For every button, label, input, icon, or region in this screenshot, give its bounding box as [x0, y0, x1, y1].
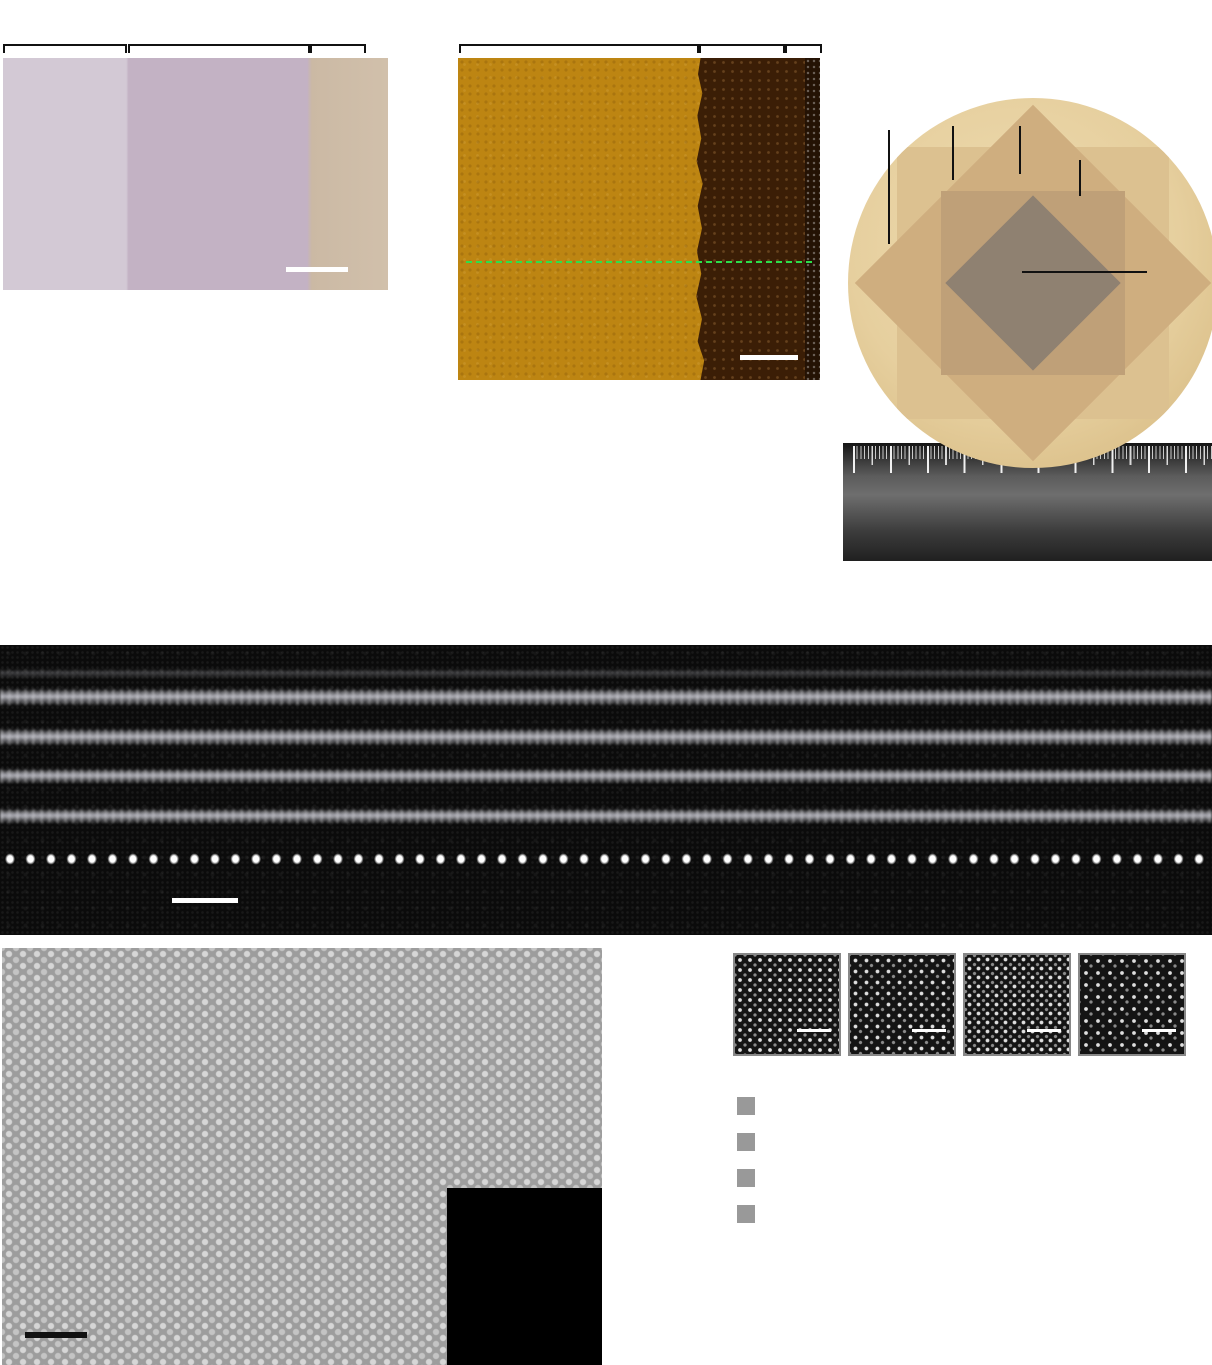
panel-b-scalebar [740, 355, 798, 360]
panel-a-scalebar [286, 267, 348, 272]
stem-layer-band [0, 669, 1212, 678]
afm-image [458, 58, 820, 380]
legend-item-ws2-nbse2 [737, 1205, 764, 1223]
afm-sapphire-strip [805, 58, 820, 380]
panel-a-bracket-2 [128, 44, 310, 53]
panel-b-bracket-2 [699, 44, 785, 53]
panel-d-scalebar [172, 898, 238, 903]
height-profile-plot [455, 385, 835, 635]
legend-item-mos2-mose2 [737, 1097, 764, 1115]
fft-inset [447, 1188, 602, 1365]
stem-layer-band [0, 809, 1212, 823]
stem-noise-texture [0, 645, 1212, 935]
twist-angle-bar-chart [615, 950, 1212, 1364]
leader-line-mose2 [1019, 126, 1021, 174]
panel-b-bracket-1 [459, 44, 699, 53]
eds-element-profiles [0, 645, 1212, 935]
stem-layer-band [0, 769, 1212, 783]
panel-e-scalebar [25, 1332, 87, 1338]
leader-line-nbse2 [1079, 160, 1081, 196]
leader-line-mos2 [952, 126, 954, 180]
inset-scalebar [1142, 1029, 1176, 1032]
inset-scalebar [1027, 1029, 1061, 1032]
inset-scalebar [797, 1029, 831, 1032]
stem-cross-section-image [0, 645, 1212, 935]
leader-line-ptte2 [1022, 271, 1147, 273]
inset-scalebar [912, 1029, 946, 1032]
legend-swatch-blue [737, 1133, 755, 1151]
legend-swatch-green [737, 1169, 755, 1187]
panel-a-bracket-1 [3, 44, 127, 53]
fft-pattern [447, 1188, 602, 1365]
wafer-photo [848, 98, 1212, 468]
legend-swatch-purple [737, 1205, 755, 1223]
stem-layer-band [0, 689, 1212, 705]
moire-inset-0deg [733, 953, 841, 1056]
legend-item-ws2-mose2 [737, 1133, 764, 1151]
moire-inset-7deg [848, 953, 956, 1056]
legend-item-ws2-mos2 [737, 1169, 764, 1187]
panel-b-bracket-3 [785, 44, 822, 53]
raman-spectra-plot [0, 295, 445, 640]
atomic-resolution-stem-image [2, 948, 602, 1365]
moire-inset-14deg [963, 953, 1071, 1056]
leader-line-ws2 [888, 130, 890, 244]
optical-microscopy-image [3, 58, 388, 290]
panel-a-bracket-3 [310, 44, 366, 53]
legend-swatch-magenta [737, 1097, 755, 1115]
ws2-bright-atomic-row [0, 848, 1212, 870]
afm-dark-region [696, 58, 820, 380]
afm-linescan-dashed-line [466, 261, 812, 263]
moire-inset-26deg [1078, 953, 1186, 1056]
stem-layer-band [0, 729, 1212, 745]
